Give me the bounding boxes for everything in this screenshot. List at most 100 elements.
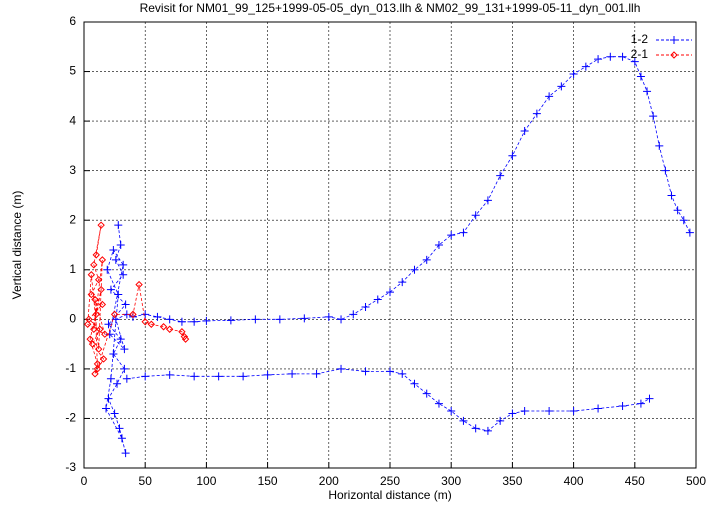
diamond-marker [101, 330, 109, 338]
plus-marker [202, 316, 211, 325]
plus-marker [361, 302, 370, 311]
plus-marker [105, 330, 114, 339]
plus-marker [673, 206, 682, 215]
plus-marker [361, 367, 370, 376]
diamond-marker [180, 332, 189, 341]
plus-marker [115, 424, 124, 433]
diamond-marker [87, 271, 96, 279]
x-tick-label: 200 [319, 474, 339, 488]
plus-marker [141, 310, 150, 319]
plus-marker [116, 335, 125, 344]
plus-marker [373, 295, 382, 304]
diamond-marker [94, 275, 103, 284]
plus-marker [122, 374, 131, 383]
plus-marker [422, 389, 431, 398]
plus-marker [520, 127, 529, 136]
diamond-marker [97, 285, 105, 294]
x-tick-label: 100 [196, 474, 216, 488]
y-tick-label: 2 [69, 212, 76, 226]
plus-marker [337, 364, 346, 373]
plus-marker [434, 241, 443, 249]
plus-marker [410, 265, 419, 274]
diamond-marker [99, 355, 108, 363]
plus-marker [685, 228, 694, 237]
y-tick-label: -1 [65, 361, 76, 375]
diamond-marker [135, 280, 143, 289]
diamond-marker [92, 310, 100, 319]
plus-marker [398, 278, 407, 287]
plus-marker [520, 407, 529, 416]
plus-marker [483, 196, 492, 205]
plus-marker [447, 231, 456, 240]
plus-marker [109, 245, 118, 254]
plus-marker [569, 407, 578, 416]
plus-marker [594, 404, 603, 413]
plus-marker [508, 409, 517, 418]
plus-marker [177, 317, 186, 326]
x-tick-label: 400 [564, 474, 584, 488]
plus-marker [630, 57, 639, 66]
series-line [87, 225, 186, 375]
plus-marker [106, 374, 115, 383]
plus-marker [119, 270, 128, 279]
plus-marker [545, 92, 554, 101]
y-tick-label: 5 [69, 64, 76, 78]
x-tick-label: 0 [81, 474, 88, 488]
plus-marker [214, 372, 223, 381]
diamond-marker [86, 335, 94, 343]
plus-marker [111, 255, 120, 264]
plus-marker [110, 409, 119, 418]
legend-label: 1-2 [631, 32, 649, 46]
diamond-marker [98, 256, 107, 264]
diamond-marker [110, 310, 119, 319]
diamond-marker [83, 320, 92, 328]
chart-title: Revisit for NM01_99_125+1999-05-05_dyn_0… [140, 1, 641, 15]
plus-marker [104, 394, 113, 403]
y-tick-label: 4 [69, 113, 76, 127]
plus-marker [667, 191, 676, 200]
diamond-marker [88, 340, 97, 348]
plus-marker [508, 151, 517, 160]
diamond-marker [181, 335, 190, 343]
plus-marker [165, 370, 174, 379]
plus-marker [190, 372, 199, 381]
plus-marker [349, 310, 358, 319]
plus-marker [312, 369, 321, 378]
plus-marker [670, 36, 678, 44]
x-tick-label: 450 [625, 474, 645, 488]
plus-marker [569, 70, 578, 79]
plus-marker [121, 300, 130, 309]
plus-marker [532, 109, 541, 118]
plus-marker [263, 370, 272, 379]
diamond-marker [94, 345, 103, 353]
plus-marker [618, 52, 627, 61]
legend-label: 2-1 [631, 47, 649, 61]
diamond-marker [178, 328, 186, 336]
plus-marker [119, 260, 128, 269]
plus-marker [106, 285, 115, 294]
plus-marker [483, 426, 492, 435]
plus-marker [434, 399, 443, 408]
x-tick-label: 150 [258, 474, 278, 488]
plus-marker [275, 315, 284, 324]
diamond-marker [98, 300, 107, 309]
plus-marker [606, 52, 615, 61]
plus-marker [103, 265, 112, 274]
plus-marker [386, 288, 394, 297]
plus-marker [121, 449, 130, 458]
plus-marker [459, 416, 468, 425]
diamond-marker [93, 365, 102, 373]
diamond-marker [141, 318, 149, 326]
diamond-marker [90, 261, 98, 269]
plus-marker [636, 72, 645, 81]
plus-marker [109, 350, 118, 359]
plus-marker [300, 314, 309, 323]
plus-marker [114, 290, 123, 299]
plus-marker [661, 166, 670, 175]
x-tick-label: 300 [441, 474, 461, 488]
y-tick-label: 3 [69, 163, 76, 177]
plus-marker [594, 55, 603, 64]
plus-marker [288, 369, 297, 378]
plus-marker [459, 228, 468, 237]
diamond-marker [90, 325, 98, 333]
